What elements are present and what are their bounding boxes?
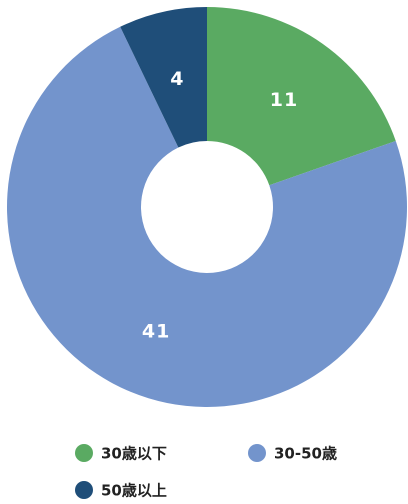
donut-segment [207,7,396,186]
donut-segment [120,6,207,148]
legend-marker [248,444,266,462]
legend-label: 50歳以上 [101,482,167,500]
legend-label: 30-50歳 [274,445,337,463]
legend-marker [75,481,93,499]
donut-segment [6,26,407,408]
data-label: 4 [170,68,184,90]
data-label: 41 [142,320,170,342]
legend-label: 30歳以下 [101,445,167,463]
legend-marker [75,444,93,462]
data-label: 11 [270,89,298,111]
